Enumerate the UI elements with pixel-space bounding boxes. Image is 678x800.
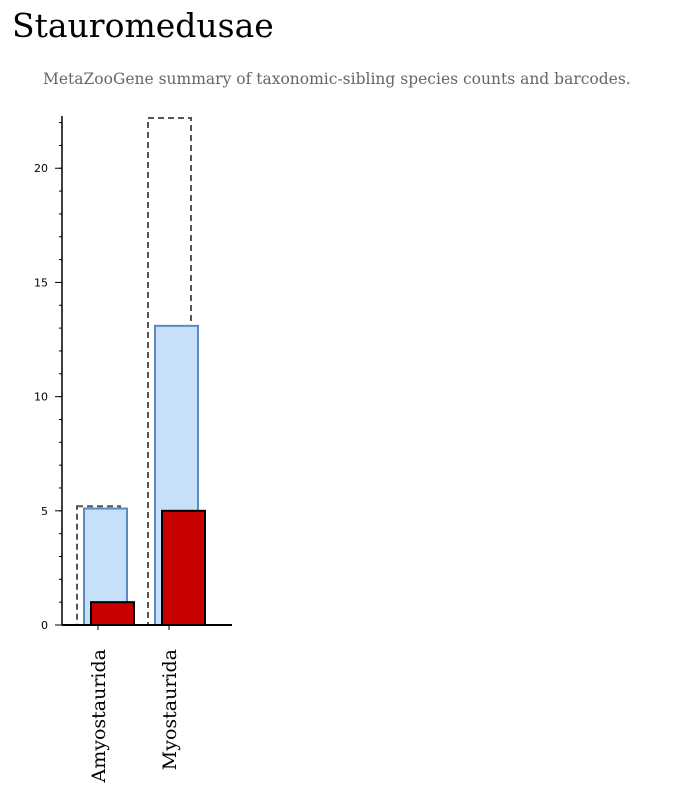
y-tick-label: 20 [34,162,48,175]
page-title: Stauromedusae [12,6,274,45]
y-tick-label: 10 [34,391,48,404]
y-tick-label: 15 [34,276,48,289]
x-category-label: Myostaurida [159,649,181,770]
page-subtitle: MetaZooGene summary of taxonomic-sibling… [43,70,631,88]
y-tick-label: 5 [41,505,48,518]
bar-front-amyostaurida [90,601,135,627]
y-tick-label: 0 [41,619,48,632]
bar-front-myostaurida [161,509,206,627]
x-category-label: Amyostaurida [88,649,110,784]
